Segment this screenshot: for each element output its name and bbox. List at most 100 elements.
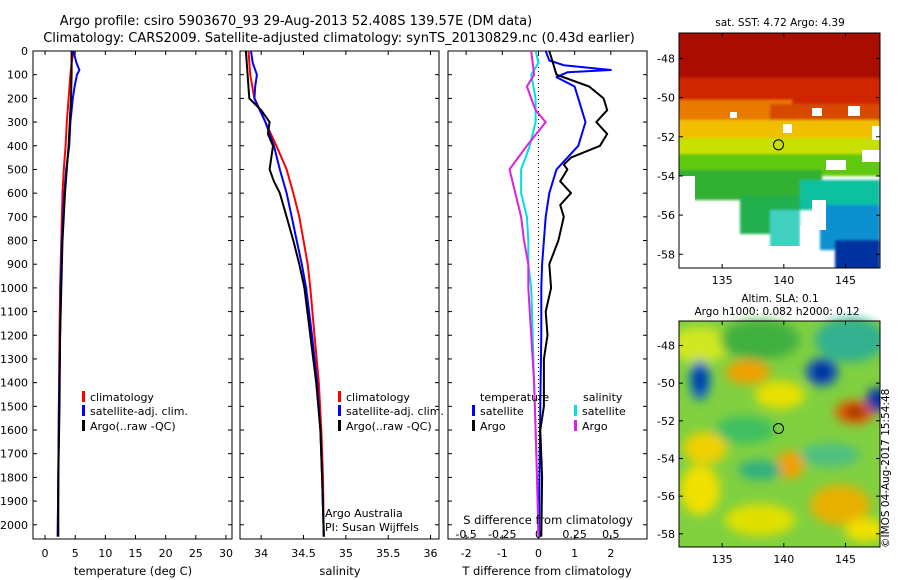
sst-map-title: sat. SST: 4.72 Argo: 4.39 [715, 17, 845, 29]
sla-map-field [679, 318, 880, 547]
difference-salinity-argo-line [508, 51, 547, 537]
temperature-x-axis-label: temperature (deg C) [74, 564, 192, 578]
t-difference-x-axis-label: T difference from climatology [461, 564, 632, 578]
legend-entry-s-satellite: satellite [582, 405, 626, 418]
salinity-ticks: 34 34.5 35 35.5 36 [254, 51, 438, 560]
map-lat-label: -54 [657, 170, 675, 183]
s-difference-x-axis-label: S difference from climatology [463, 513, 633, 527]
x-tick-label: -1 [497, 547, 508, 560]
provider-annotation: Argo Australia [325, 507, 403, 520]
x-tick-label: 20 [159, 547, 173, 560]
depth-tick-label: 800 [7, 235, 28, 248]
x-tick-label: 0.25 [562, 528, 587, 541]
x-tick-label: 30 [219, 547, 233, 560]
map-lat-label: -50 [657, 377, 675, 390]
sla-map-ticks: 135 140 145 -48 -50 -52 -54 -56 -58 [657, 321, 880, 566]
depth-tick-labels: 0 100 200 300 400 500 600 700 800 900 1000 1100 1200… [0, 45, 647, 532]
sst-map-ticks: 135 140 145 -48 -50 -52 -54 -56 -58 [657, 33, 880, 287]
sst-map-field [679, 33, 880, 268]
x-tick-label: 34 [254, 547, 268, 560]
map-lat-label: -56 [657, 490, 675, 503]
difference-legend: temperature salinity satellite Argo sate… [472, 391, 626, 433]
map-lat-label: -52 [657, 415, 675, 428]
imos-timestamp: ©IMOS 04-Aug-2017 15:54:48 [880, 389, 892, 548]
legend-swatch-satellite [82, 405, 85, 416]
temperature-legend: climatology satellite-adj. clim. Argo(..… [82, 391, 188, 433]
depth-tick-label: 1900 [0, 495, 28, 508]
legend-entry-climatology: climatology [90, 391, 154, 404]
x-tick-label: 0 [535, 547, 542, 560]
map-lon-label: 135 [712, 553, 733, 566]
map-lon-label: 140 [773, 274, 794, 287]
legend-header-salinity: salinity [583, 391, 623, 404]
salinity-argo-raw-qc--line [244, 51, 325, 537]
legend-swatch-t-argo [472, 420, 475, 431]
legend-entry-climatology: climatology [346, 391, 410, 404]
difference-profile-lines [508, 51, 612, 537]
map-lat-label: -58 [657, 528, 675, 541]
map-lon-label: 135 [712, 274, 733, 287]
depth-tick-label: 1300 [0, 353, 28, 366]
sla-map-title: Altim. SLA: 0.1 [741, 293, 818, 305]
x-tick-label: 35.5 [376, 547, 401, 560]
legend-swatch-argo [82, 420, 85, 431]
legend-swatch-argo [338, 420, 341, 431]
sla-map-subtitle: Argo h1000: 0.082 h2000: 0.12 [694, 306, 859, 318]
map-lat-label: -52 [657, 131, 675, 144]
depth-tick-label: 1600 [0, 424, 28, 437]
x-tick-label: 2 [607, 547, 614, 560]
x-tick-label: 36 [424, 547, 438, 560]
sst-missing-data-blocks [679, 106, 880, 268]
depth-tick-label: 2000 [0, 519, 28, 532]
x-tick-label: 25 [189, 547, 203, 560]
x-tick-label: -0.5 [455, 528, 476, 541]
legend-swatch-t-satellite [472, 405, 475, 416]
depth-tick-label: 1000 [0, 282, 28, 295]
depth-tick-label: 1700 [0, 448, 28, 461]
map-lat-label: -48 [657, 339, 675, 352]
legend-swatch-climatology [82, 391, 85, 402]
sst-map-frame [678, 32, 881, 269]
map-lat-label: -50 [657, 92, 675, 105]
depth-tick-label: 700 [7, 211, 28, 224]
x-tick-label: 0.5 [602, 528, 620, 541]
sla-map-frame [678, 320, 881, 548]
map-lat-label: -58 [657, 248, 675, 261]
legend-entry-satellite: satellite-adj. clim. [346, 405, 444, 418]
x-tick-label: 10 [98, 547, 112, 560]
legend-entry-satellite: satellite-adj. clim. [90, 405, 188, 418]
salinity-profile-lines [244, 51, 325, 537]
x-tick-label: 35 [339, 547, 353, 560]
map-lat-label: -56 [657, 209, 675, 222]
legend-entry-t-argo: Argo [480, 420, 506, 433]
x-tick-label: 5 [72, 547, 79, 560]
x-tick-label: 34.5 [291, 547, 316, 560]
legend-entry-argo: Argo(..raw -QC) [90, 420, 176, 433]
legend-swatch-satellite [338, 405, 341, 416]
figure-title-line-1: Argo profile: csiro 5903670_93 29-Aug-20… [60, 14, 532, 29]
pi-annotation: PI: Susan Wijffels [325, 521, 419, 534]
map-lon-label: 140 [773, 553, 794, 566]
salinity-climatology-line [247, 51, 325, 537]
legend-entry-argo: Argo(..raw -QC) [346, 420, 432, 433]
x-tick-label: 15 [129, 547, 143, 560]
difference-temperature-satellite-line [538, 51, 612, 537]
depth-tick-label: 1400 [0, 377, 28, 390]
salinity-satellite-adj-clim--line [250, 51, 325, 537]
x-tick-label: -0.25 [488, 528, 516, 541]
sla-profile-location-marker [773, 423, 784, 434]
temperature-axes-frame [32, 50, 233, 540]
depth-tick-label: 1500 [0, 400, 28, 413]
map-lat-label: -54 [657, 452, 675, 465]
salinity-axes-frame [239, 50, 440, 540]
map-lon-label: 145 [835, 553, 856, 566]
legend-entry-s-argo: Argo [582, 420, 608, 433]
depth-tick-label: 1200 [0, 329, 28, 342]
legend-header-temperature: temperature [480, 391, 549, 404]
depth-tick-label: 0 [21, 45, 28, 58]
depth-tick-label: 500 [7, 163, 28, 176]
depth-tick-label: 900 [7, 258, 28, 271]
salinity-x-axis-label: salinity [319, 564, 360, 578]
legend-swatch-s-satellite [574, 405, 577, 416]
